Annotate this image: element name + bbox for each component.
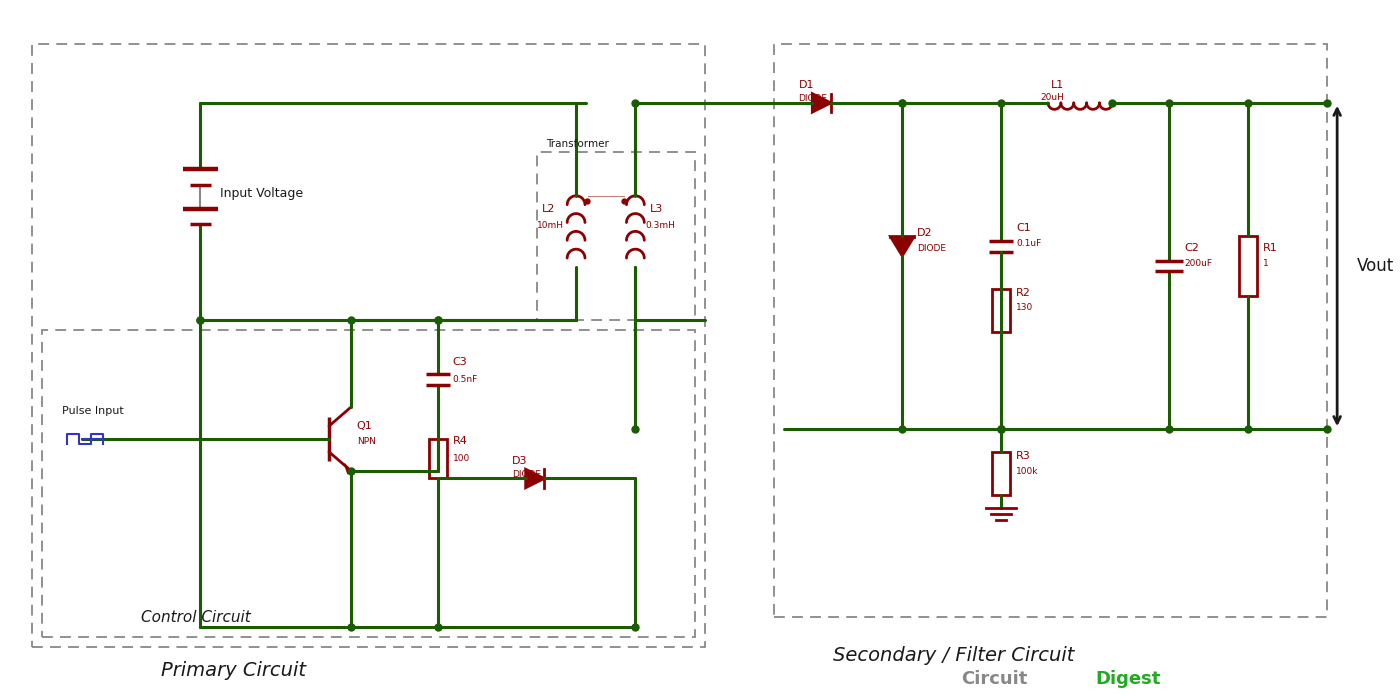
Text: 1: 1 (1263, 259, 1268, 268)
Text: C3: C3 (452, 357, 468, 367)
Text: L3: L3 (650, 204, 664, 214)
Text: Vout: Vout (1357, 257, 1394, 275)
Text: DIODE: DIODE (798, 94, 827, 103)
Text: 0.5nF: 0.5nF (452, 374, 477, 384)
Text: Transformer: Transformer (546, 139, 609, 149)
Bar (993, 452, 1009, 496)
Text: R1: R1 (1263, 243, 1278, 253)
Text: 20uH: 20uH (1040, 93, 1064, 102)
Text: NPN: NPN (357, 437, 375, 446)
Text: Secondary / Filter Circuit: Secondary / Filter Circuit (833, 646, 1074, 666)
Text: R3: R3 (1016, 451, 1030, 461)
Bar (536, 153, 694, 321)
Bar (428, 439, 447, 479)
Text: D2: D2 (917, 228, 932, 238)
Text: Pulse Input: Pulse Input (62, 406, 123, 416)
Text: 200uF: 200uF (1184, 259, 1212, 268)
Bar (42, 330, 694, 636)
Text: Control Circuit: Control Circuit (141, 610, 251, 625)
Text: 0.3mH: 0.3mH (645, 221, 675, 230)
Text: 100k: 100k (1016, 467, 1039, 475)
Bar (993, 288, 1009, 332)
Polygon shape (812, 94, 830, 112)
Text: L2: L2 (542, 204, 554, 214)
Text: DIODE: DIODE (512, 470, 540, 479)
Bar (774, 43, 1327, 617)
Bar (1239, 237, 1257, 295)
Text: Q1: Q1 (357, 421, 372, 431)
Text: D1: D1 (798, 80, 813, 90)
Text: Primary Circuit: Primary Circuit (161, 662, 307, 680)
Text: R2: R2 (1016, 288, 1030, 298)
Text: 0.1uF: 0.1uF (1016, 239, 1042, 248)
Text: 130: 130 (1016, 304, 1033, 312)
Text: D3: D3 (512, 456, 528, 466)
Text: 100: 100 (452, 454, 470, 463)
Polygon shape (525, 469, 545, 488)
Text: C1: C1 (1016, 223, 1030, 233)
Text: DIODE: DIODE (917, 244, 946, 253)
Text: 10mH: 10mH (536, 221, 564, 230)
Text: Circuit: Circuit (962, 670, 1028, 688)
Polygon shape (890, 237, 914, 256)
Text: Digest: Digest (1095, 670, 1161, 688)
Bar (32, 43, 704, 647)
Text: Input Voltage: Input Voltage (220, 187, 304, 199)
Text: R4: R4 (452, 436, 468, 446)
Polygon shape (344, 463, 351, 474)
Text: L1: L1 (1050, 80, 1064, 90)
Text: C2: C2 (1184, 243, 1198, 253)
